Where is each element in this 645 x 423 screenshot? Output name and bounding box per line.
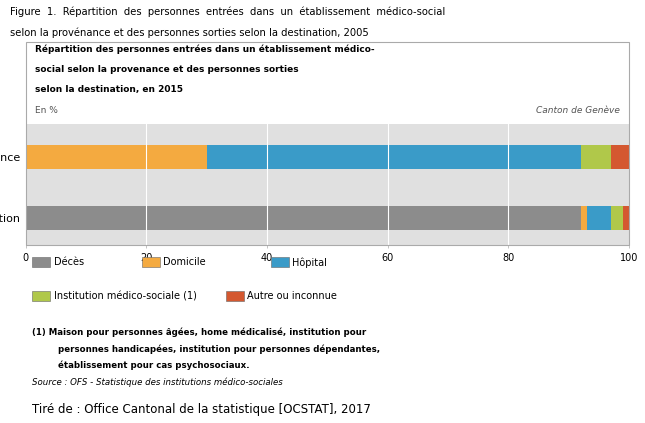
Text: Figure  1.  Répartition  des  personnes  entrées  dans  un  établissement  médic: Figure 1. Répartition des personnes entr…	[10, 6, 445, 17]
Bar	[580, 146, 611, 169]
Text: établissement pour cas psychosociaux.: établissement pour cas psychosociaux.	[58, 360, 250, 370]
Bar	[587, 206, 611, 230]
Bar	[206, 146, 580, 169]
Bar	[26, 206, 580, 230]
Bar	[26, 146, 206, 169]
Text: selon la destination, en 2015: selon la destination, en 2015	[35, 85, 183, 94]
Text: Répartition des personnes entrées dans un établissement médico-: Répartition des personnes entrées dans u…	[35, 45, 375, 54]
Text: Canton de Genève: Canton de Genève	[536, 107, 620, 115]
Bar	[623, 206, 629, 230]
Text: Tiré de : Office Cantonal de la statistique [OCSTAT], 2017: Tiré de : Office Cantonal de la statisti…	[32, 403, 371, 416]
Text: Institution médico-sociale (1): Institution médico-sociale (1)	[54, 291, 197, 301]
Text: selon la provénance et des personnes sorties selon la destination, 2005: selon la provénance et des personnes sor…	[10, 27, 368, 38]
Text: (1) Maison pour personnes âgées, home médicalisé, institution pour: (1) Maison pour personnes âgées, home mé…	[32, 328, 366, 337]
Text: En %: En %	[35, 107, 57, 115]
Text: social selon la provenance et des personnes sorties: social selon la provenance et des person…	[35, 65, 299, 74]
Bar	[611, 206, 623, 230]
Text: Décès: Décès	[54, 257, 84, 267]
Text: Domicile: Domicile	[163, 257, 206, 267]
Text: Hôpital: Hôpital	[292, 257, 327, 267]
Text: personnes handicapées, institution pour personnes dépendantes,: personnes handicapées, institution pour …	[58, 345, 380, 354]
Bar	[580, 206, 587, 230]
Text: Autre ou inconnue: Autre ou inconnue	[247, 291, 337, 301]
Text: Source : OFS - Statistique des institutions médico-sociales: Source : OFS - Statistique des instituti…	[32, 377, 283, 387]
Bar	[611, 146, 629, 169]
